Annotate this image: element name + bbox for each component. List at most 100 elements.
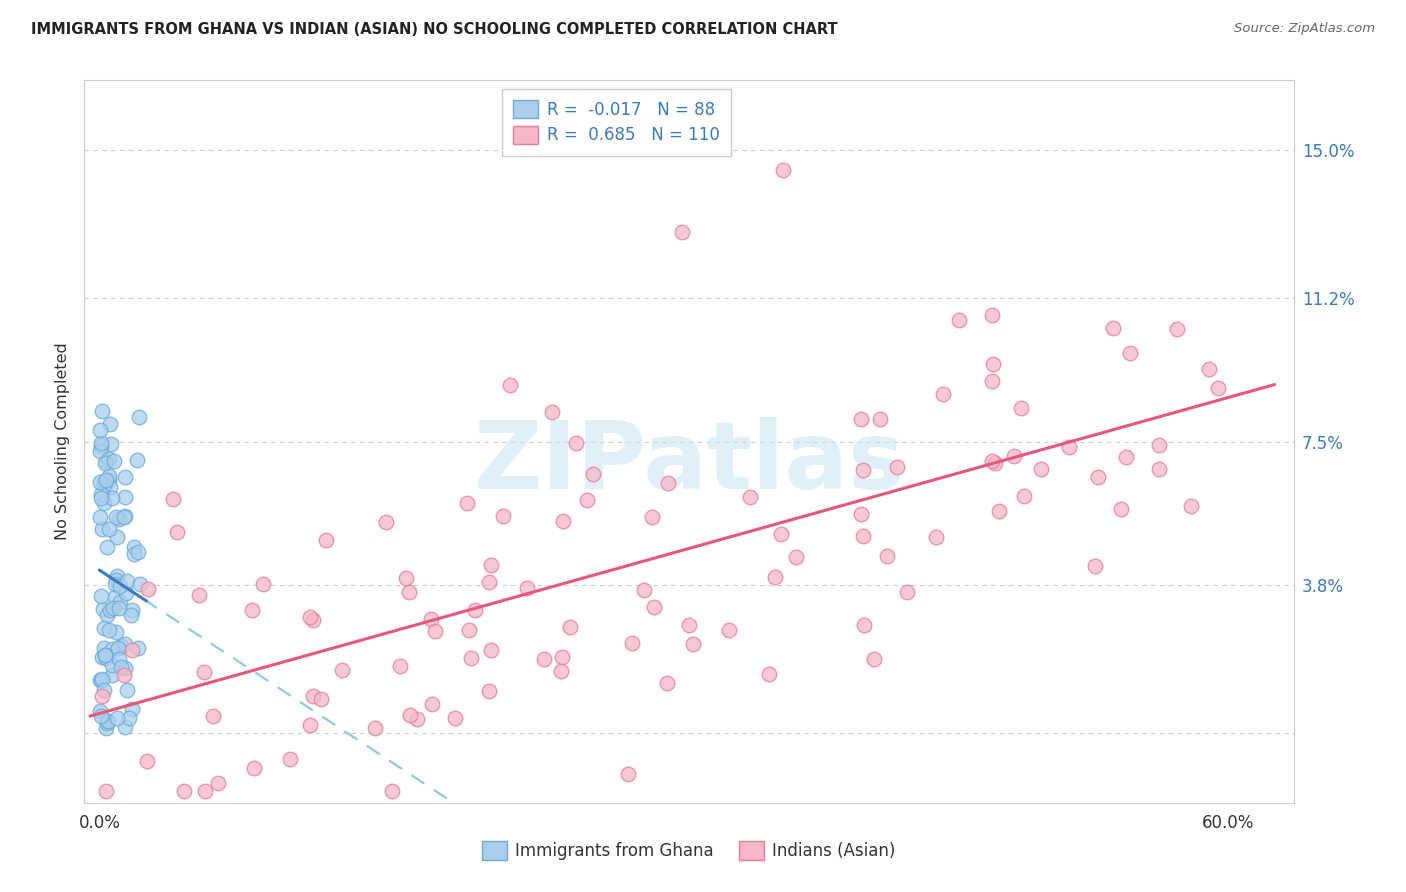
Point bbox=[478, 575, 501, 590]
Point bbox=[105, 530, 128, 544]
Point bbox=[129, 577, 152, 591]
Point bbox=[207, 776, 229, 790]
Point bbox=[931, 387, 953, 401]
Point bbox=[93, 648, 115, 663]
Point bbox=[406, 712, 429, 726]
Point bbox=[90, 709, 112, 723]
Point bbox=[105, 624, 128, 639]
Point bbox=[863, 652, 886, 666]
Point bbox=[98, 451, 121, 466]
Point bbox=[460, 651, 482, 665]
Point bbox=[299, 609, 322, 624]
Point bbox=[107, 641, 129, 656]
Point bbox=[105, 569, 128, 583]
Point bbox=[100, 417, 122, 432]
Point bbox=[121, 603, 143, 617]
Point bbox=[114, 720, 136, 734]
Point bbox=[89, 510, 111, 524]
Point bbox=[110, 660, 132, 674]
Point bbox=[516, 581, 538, 595]
Point bbox=[575, 493, 598, 508]
Point bbox=[101, 642, 124, 657]
Point bbox=[301, 689, 323, 703]
Point bbox=[90, 439, 112, 453]
Point bbox=[458, 623, 481, 637]
Point bbox=[420, 698, 443, 712]
Point bbox=[114, 470, 136, 484]
Point bbox=[981, 308, 1004, 322]
Point bbox=[1109, 502, 1132, 516]
Point bbox=[558, 620, 581, 634]
Point bbox=[89, 704, 111, 718]
Point bbox=[981, 454, 1004, 468]
Point bbox=[315, 533, 337, 548]
Text: Source: ZipAtlas.com: Source: ZipAtlas.com bbox=[1234, 22, 1375, 36]
Point bbox=[948, 312, 970, 326]
Point bbox=[309, 692, 332, 706]
Point bbox=[740, 490, 762, 504]
Point bbox=[464, 603, 486, 617]
Point bbox=[243, 761, 266, 775]
Point bbox=[97, 473, 120, 487]
Point bbox=[395, 571, 418, 585]
Point bbox=[980, 374, 1002, 388]
Point bbox=[96, 714, 118, 729]
Point bbox=[201, 709, 224, 723]
Point bbox=[785, 549, 807, 564]
Point bbox=[94, 648, 117, 662]
Point bbox=[105, 510, 128, 524]
Point bbox=[166, 524, 188, 539]
Point bbox=[582, 467, 605, 482]
Point bbox=[763, 570, 786, 584]
Point bbox=[1147, 461, 1170, 475]
Point bbox=[852, 529, 875, 543]
Point bbox=[115, 574, 138, 588]
Point bbox=[96, 473, 118, 487]
Point bbox=[852, 463, 875, 477]
Point bbox=[187, 589, 209, 603]
Point bbox=[93, 475, 115, 489]
Point bbox=[671, 225, 693, 239]
Point bbox=[101, 668, 124, 682]
Point bbox=[1057, 441, 1080, 455]
Point bbox=[533, 652, 555, 666]
Point bbox=[103, 454, 125, 468]
Point bbox=[849, 507, 872, 521]
Point bbox=[89, 444, 111, 458]
Point bbox=[89, 673, 111, 687]
Point bbox=[93, 641, 115, 656]
Legend: Immigrants from Ghana, Indians (Asian): Immigrants from Ghana, Indians (Asian) bbox=[475, 835, 903, 867]
Point bbox=[122, 548, 145, 562]
Point bbox=[678, 618, 700, 632]
Point bbox=[98, 603, 121, 617]
Point bbox=[89, 423, 111, 437]
Point bbox=[388, 658, 411, 673]
Point bbox=[479, 643, 502, 657]
Point bbox=[90, 589, 112, 603]
Point bbox=[115, 682, 138, 697]
Text: ZIPatlas: ZIPatlas bbox=[474, 417, 904, 509]
Point bbox=[1101, 321, 1123, 335]
Point bbox=[89, 475, 111, 489]
Point bbox=[987, 504, 1010, 518]
Point bbox=[91, 689, 114, 703]
Point bbox=[869, 412, 891, 426]
Point bbox=[278, 752, 301, 766]
Point bbox=[299, 718, 322, 732]
Point bbox=[655, 675, 678, 690]
Point bbox=[108, 512, 131, 526]
Point bbox=[553, 515, 575, 529]
Point bbox=[127, 452, 149, 467]
Point bbox=[1147, 438, 1170, 452]
Point bbox=[96, 721, 118, 735]
Point bbox=[302, 613, 325, 627]
Point bbox=[193, 665, 215, 679]
Point bbox=[851, 411, 873, 425]
Point bbox=[633, 582, 655, 597]
Point bbox=[97, 523, 120, 537]
Point bbox=[896, 585, 918, 599]
Point bbox=[121, 702, 143, 716]
Point bbox=[91, 673, 114, 687]
Point bbox=[108, 579, 131, 593]
Point bbox=[375, 515, 398, 529]
